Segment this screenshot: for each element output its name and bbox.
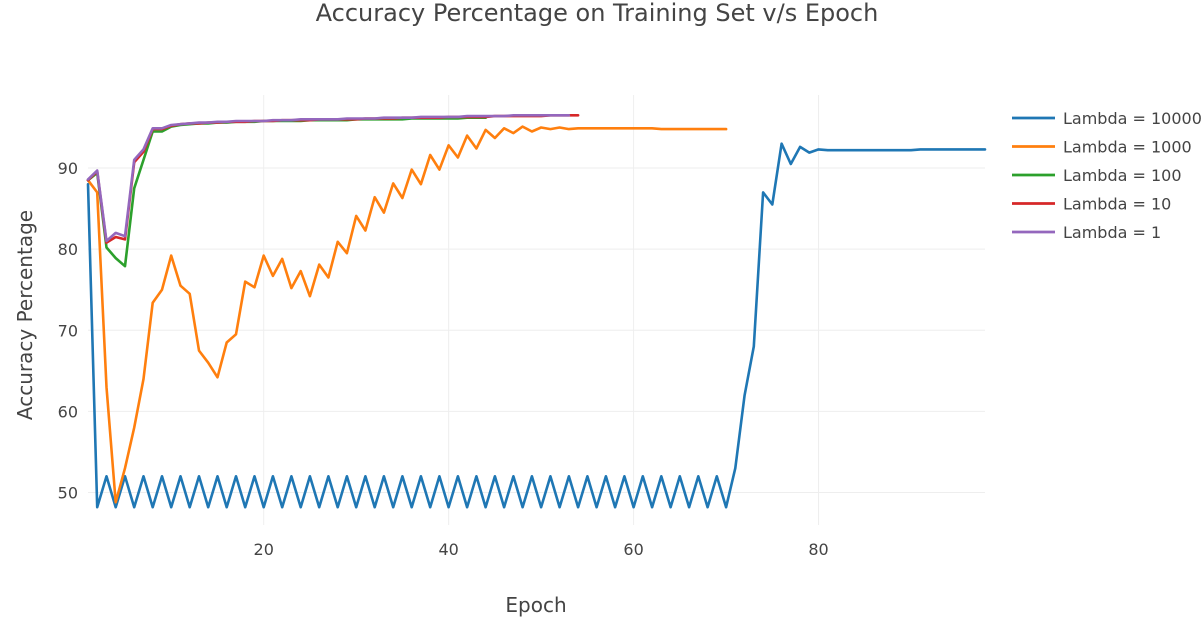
x-axis-title: Epoch bbox=[505, 593, 566, 617]
legend-item[interactable]: Lambda = 1 bbox=[1012, 223, 1161, 242]
y-tick-label: 90 bbox=[58, 159, 78, 178]
plot-area bbox=[86, 114, 987, 509]
y-tick-label: 60 bbox=[58, 402, 78, 421]
x-tick-label: 40 bbox=[438, 540, 458, 559]
y-tick-label: 50 bbox=[58, 484, 78, 503]
tick-labels: 20 40 60 80 50 60 70 80 90 bbox=[58, 159, 829, 559]
legend-item[interactable]: Lambda = 10 bbox=[1012, 195, 1171, 214]
legend-label: Lambda = 1000 bbox=[1063, 138, 1192, 157]
series-line-1 bbox=[86, 142, 987, 509]
legend-item[interactable]: Lambda = 100 bbox=[1012, 166, 1182, 185]
legend-label: Lambda = 10 bbox=[1063, 195, 1171, 214]
y-tick-label: 80 bbox=[58, 240, 78, 259]
legend-label: Lambda = 1 bbox=[1063, 223, 1161, 242]
series-line-5 bbox=[86, 114, 571, 243]
chart-title: Accuracy Percentage on Training Set v/s … bbox=[316, 0, 879, 27]
series-line-4 bbox=[86, 114, 580, 244]
legend[interactable]: Lambda = 10000 Lambda = 1000 Lambda = 100 L… bbox=[1012, 109, 1202, 242]
y-tick-label: 70 bbox=[58, 321, 78, 340]
x-tick-label: 80 bbox=[808, 540, 828, 559]
legend-item[interactable]: Lambda = 1000 bbox=[1012, 138, 1192, 157]
y-axis-title: Accuracy Percentage bbox=[13, 210, 37, 420]
series-line-2 bbox=[86, 125, 728, 504]
x-tick-label: 60 bbox=[623, 540, 643, 559]
legend-label: Lambda = 10000 bbox=[1063, 109, 1202, 128]
x-tick-label: 20 bbox=[254, 540, 274, 559]
gridlines bbox=[88, 95, 985, 525]
legend-item[interactable]: Lambda = 10000 bbox=[1012, 109, 1202, 128]
legend-label: Lambda = 100 bbox=[1063, 166, 1182, 185]
